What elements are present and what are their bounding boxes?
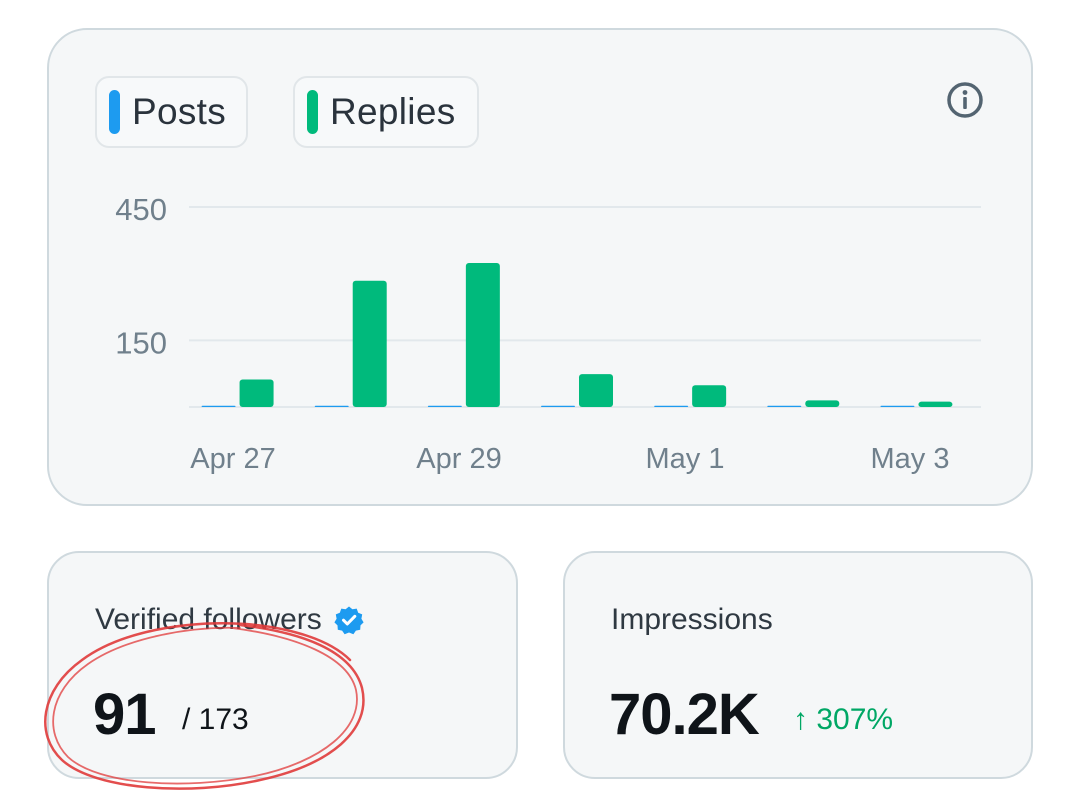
posts-bar <box>880 405 915 407</box>
verified-followers-card[interactable]: Verified followers 91 / 173 <box>47 551 518 779</box>
replies-bar <box>352 280 387 407</box>
replies-bar <box>579 374 613 407</box>
info-circle-icon[interactable] <box>945 80 985 120</box>
x-tick-label: May 3 <box>871 443 950 475</box>
verified-followers-count: 91 <box>93 682 157 747</box>
y-tick-label: 150 <box>115 325 167 360</box>
replies-bar <box>692 385 727 407</box>
posts-bar <box>541 405 575 407</box>
replies-bar <box>805 400 840 407</box>
impressions-change: ↑ 307% <box>793 703 894 736</box>
verified-badge-icon <box>334 606 364 635</box>
impressions-title: Impressions <box>611 603 773 636</box>
posts-bar <box>314 405 349 407</box>
verified-followers-title-row: Verified followers <box>95 603 364 637</box>
impressions-card[interactable]: Impressions 70.2K ↑ 307% <box>563 551 1033 779</box>
posts-swatch <box>109 90 120 134</box>
posts-bar <box>427 405 462 407</box>
x-tick-label: May 1 <box>646 443 725 475</box>
legend-posts-toggle[interactable]: Posts <box>95 76 248 148</box>
replies-bar <box>918 401 953 407</box>
legend-label: Posts <box>132 91 227 132</box>
chart-card: Posts Replies 450 150 Apr 27 Apr 29 May 1 May… <box>47 28 1033 506</box>
legend-label: Replies <box>330 91 456 132</box>
posts-bar <box>654 405 689 407</box>
bar-chart: 450 150 Apr 27 Apr 29 May 1 May 3 <box>115 192 981 475</box>
replies-swatch <box>307 90 318 134</box>
legend-replies-toggle[interactable]: Replies <box>293 76 479 148</box>
replies-bar <box>465 263 500 407</box>
y-tick-label: 450 <box>115 192 167 227</box>
posts-bar <box>767 405 802 407</box>
verified-followers-title: Verified followers <box>95 603 322 636</box>
posts-bar <box>201 405 236 407</box>
x-tick-label: Apr 27 <box>190 443 275 475</box>
x-tick-label: Apr 29 <box>416 443 501 475</box>
impressions-value: 70.2K <box>609 682 760 747</box>
replies-bar <box>239 379 274 407</box>
followers-total: / 173 <box>182 703 249 736</box>
